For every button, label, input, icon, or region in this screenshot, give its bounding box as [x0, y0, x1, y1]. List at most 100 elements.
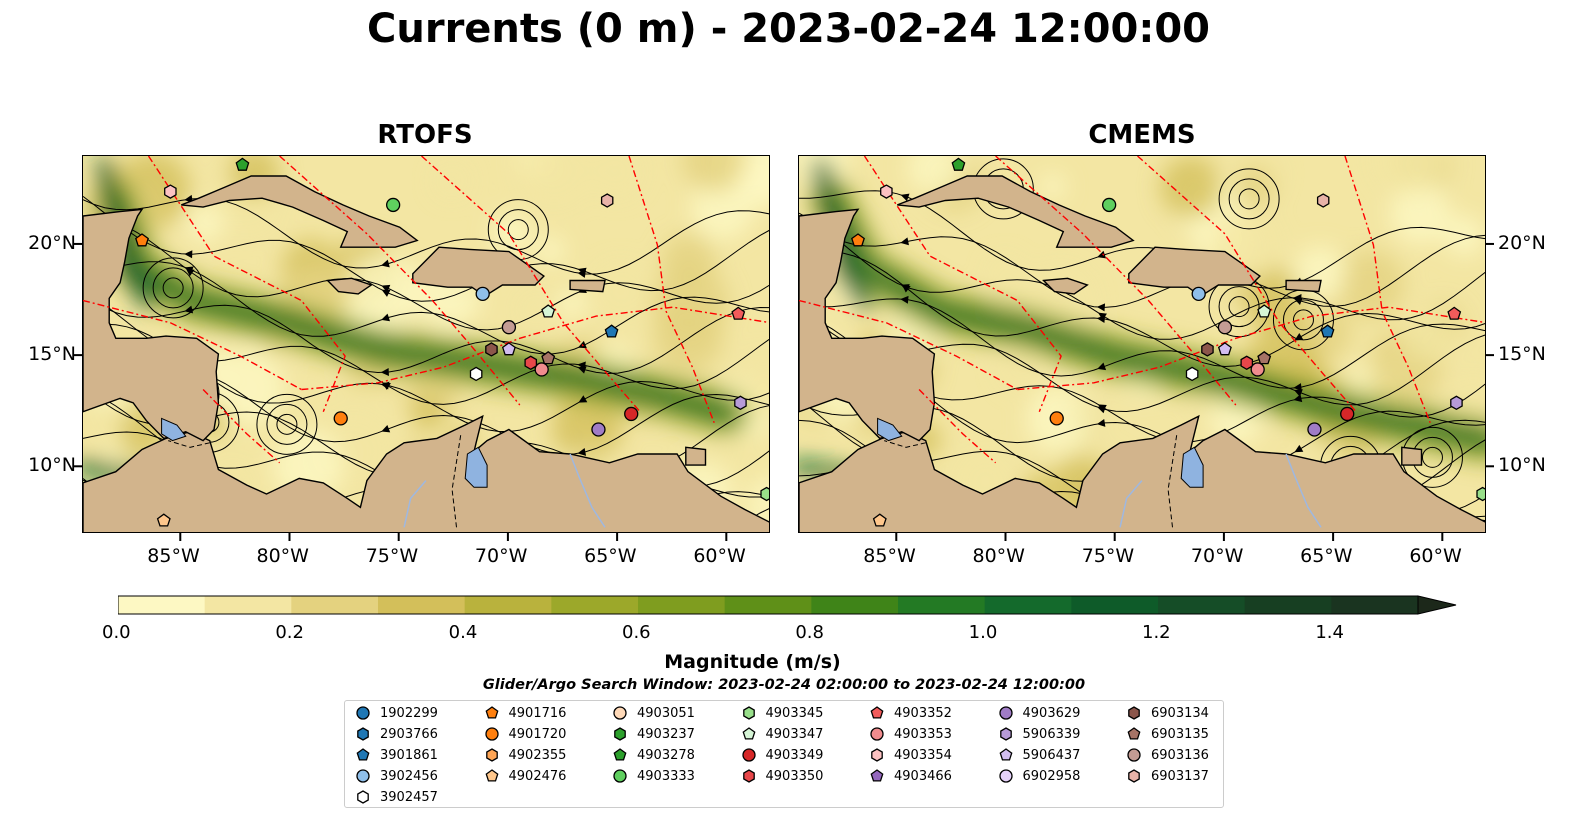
- float-4903347: [541, 304, 556, 318]
- legend-marker: [1127, 748, 1141, 762]
- float-5906339: [734, 395, 747, 411]
- legend-marker: [741, 748, 756, 762]
- float-5906437: [501, 342, 516, 356]
- legend-item-3902456: 3902456: [355, 768, 438, 784]
- legend-item-4903333: 4903333: [612, 768, 695, 784]
- legend-label: 5906339: [1022, 726, 1081, 742]
- cmems-map: [798, 155, 1486, 533]
- legend-marker: [742, 727, 755, 740]
- float-6903134: [1201, 342, 1214, 357]
- y-tick-label-right: 10°N: [1498, 454, 1546, 477]
- float-4903350: [524, 355, 538, 371]
- y-tick-label-right: 15°N: [1498, 343, 1546, 366]
- y-tick-label-left: 15°N: [28, 343, 76, 366]
- legend-item-4901716: 4901716: [484, 705, 567, 721]
- float-6903134: [485, 342, 498, 357]
- float-3901861: [1320, 324, 1335, 338]
- legend-item-6903134: 6903134: [1126, 705, 1209, 721]
- legend-item-1902299: 1902299: [355, 705, 438, 721]
- float-4903353: [534, 362, 549, 377]
- legend-item-4903051: 4903051: [612, 705, 695, 721]
- legend-label: 6903137: [1151, 768, 1209, 784]
- y-tick-label-left: 20°N: [28, 231, 76, 254]
- legend-marker: [1128, 769, 1140, 783]
- legend-label: 3902457: [380, 789, 438, 805]
- float-4903350: [1240, 355, 1254, 371]
- legend-marker: [742, 706, 755, 720]
- float-4903333: [1101, 197, 1117, 213]
- x-tick-label: 85°W: [147, 545, 200, 567]
- colorbar-segment: [811, 596, 899, 614]
- legend-label: 6903136: [1151, 747, 1209, 763]
- legend-label: 2903766: [380, 726, 438, 742]
- colorbar-tick-label: 0.0: [102, 622, 131, 643]
- legend-marker: [998, 769, 1013, 783]
- legend-label: 6902958: [1022, 768, 1081, 784]
- y-tick-label-right: 20°N: [1498, 231, 1546, 254]
- legend-label: 4903051: [637, 705, 695, 721]
- legend-marker: [1128, 706, 1140, 720]
- x-tick-label: 65°W: [584, 545, 637, 567]
- legend-marker: [871, 748, 883, 762]
- legend-marker: [485, 706, 498, 719]
- legend-marker: [998, 706, 1013, 720]
- legend-label: 4903333: [637, 768, 695, 784]
- float-4901720: [1049, 411, 1064, 426]
- colorbar-segment: [378, 596, 466, 614]
- legend-marker: [614, 727, 626, 741]
- float-4903352: [1447, 306, 1462, 320]
- legend-item-6903135: 6903135: [1126, 726, 1209, 742]
- colorbar-segment: [1331, 596, 1419, 614]
- float-4903352: [731, 306, 746, 320]
- x-tick-label: 65°W: [1300, 545, 1353, 567]
- legend-item-4903352: 4903352: [869, 705, 952, 721]
- colorbar-tick-label: 1.2: [1142, 622, 1171, 643]
- legend-label: 4903278: [637, 747, 695, 763]
- legend-label: 4903352: [894, 705, 952, 721]
- rtofs-map: [82, 155, 770, 533]
- float-3902456: [1191, 286, 1206, 302]
- float-4903347: [1257, 304, 1272, 318]
- colorbar-segment: [638, 596, 726, 614]
- float-6903135: [1257, 350, 1272, 365]
- colorbar-segment: [464, 596, 552, 614]
- float-4903349: [624, 406, 639, 422]
- legend-label: 4901720: [508, 726, 567, 742]
- colorbar-segment: [724, 596, 812, 614]
- float-4901716: [851, 233, 865, 247]
- x-tick-label: 85°W: [863, 545, 916, 567]
- colorbar-title: Magnitude (m/s): [664, 651, 841, 673]
- x-tick-label: 70°W: [1190, 545, 1244, 567]
- legend-item-4903347: 4903347: [741, 726, 823, 742]
- legend-marker: [999, 727, 1012, 741]
- float-3901861: [604, 324, 619, 338]
- legend-label: 6903134: [1151, 705, 1209, 721]
- legend-item-6902958: 6902958: [998, 768, 1081, 784]
- panel-title-cmems: CMEMS: [1088, 120, 1196, 150]
- legend-label: 4902355: [508, 747, 567, 763]
- float-4902476: [156, 513, 171, 527]
- legend-marker: [357, 727, 369, 741]
- legend-label: 3901861: [380, 747, 438, 763]
- legend-label: 4901716: [508, 705, 567, 721]
- search-window-text: Glider/Argo Search Window: 2023-02-24 02…: [482, 677, 1086, 693]
- x-tick-label: 60°W: [1409, 545, 1462, 567]
- legend-item-2903766: 2903766: [355, 726, 438, 742]
- colorbar-segment: [118, 596, 206, 614]
- colorbar-segment: [984, 596, 1072, 614]
- float-4903333: [385, 197, 401, 213]
- colorbar-segment: [291, 596, 379, 614]
- colorbar-segment: [551, 596, 639, 614]
- legend-label: 4903354: [894, 747, 952, 763]
- float-3902457: [469, 366, 483, 382]
- legend-label: 4902476: [508, 768, 567, 784]
- float-3902457: [1185, 366, 1199, 382]
- legend-item-4903350: 4903350: [741, 768, 823, 784]
- legend-marker: [356, 769, 370, 783]
- float-4903345: [760, 486, 769, 502]
- float-4903278: [951, 157, 966, 171]
- float-6903137: [600, 193, 614, 208]
- float-4903345: [1476, 486, 1485, 502]
- legend-label: 4903349: [765, 747, 824, 763]
- float-4903629: [1307, 422, 1322, 437]
